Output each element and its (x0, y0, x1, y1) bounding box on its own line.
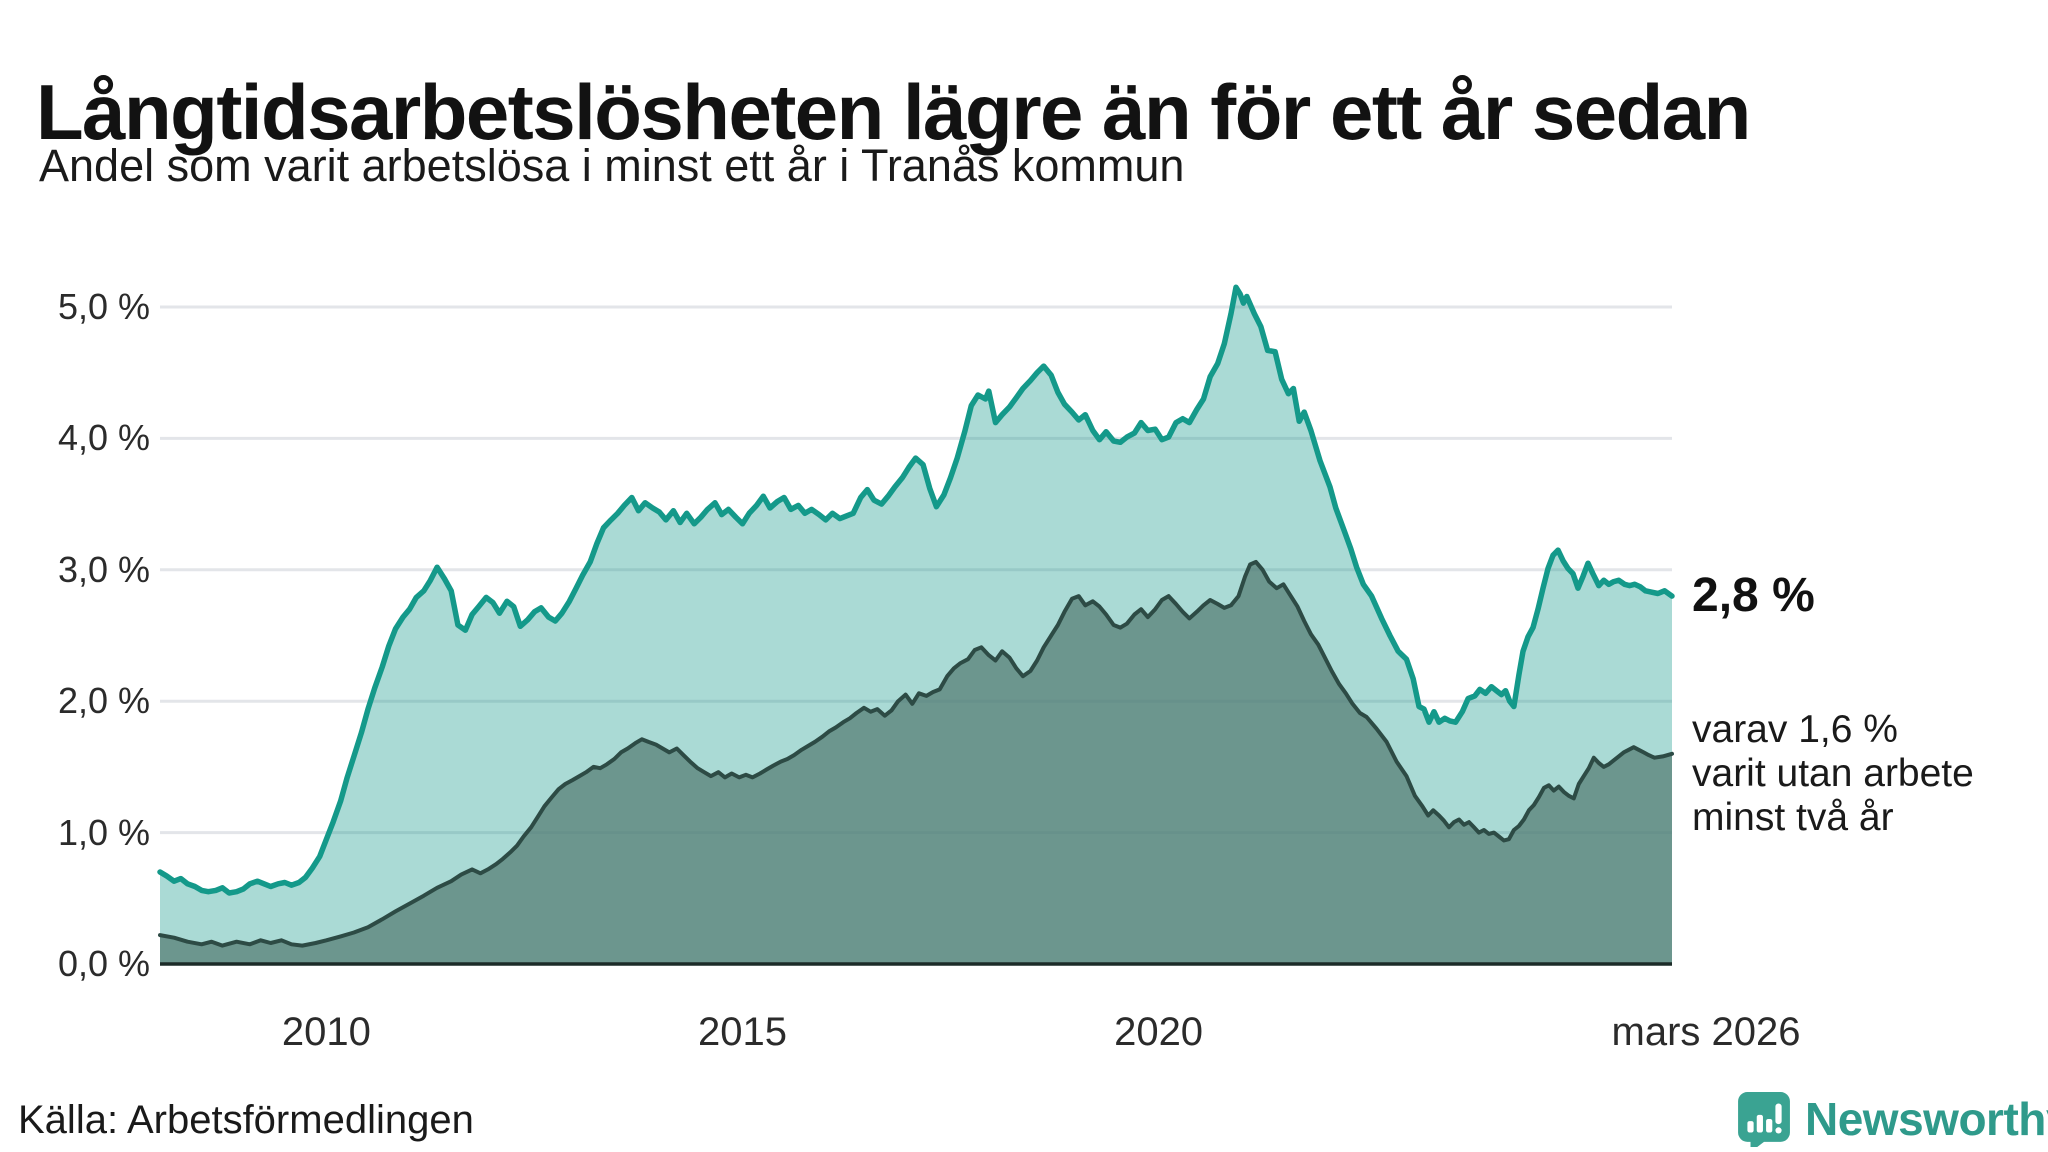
y-tick-label: 0,0 % (57, 943, 150, 984)
secondary-value-note: varav 1,6 % varit utan arbete minst två … (1692, 708, 1974, 839)
x-tick-label: 2010 (281, 1010, 371, 1054)
page-title: Långtidsarbetslösheten lägre än för ett … (36, 68, 1751, 157)
y-tick-label: 5,0 % (57, 286, 150, 327)
newsworthy-wordmark: Newsworthy (1805, 1093, 2048, 1145)
y-tick-label: 3,0 % (57, 548, 150, 590)
x-tick-label: mars 2026 (1611, 1010, 1801, 1054)
y-tick-label: 2,0 % (57, 680, 150, 722)
y-tick-label: 4,0 % (57, 417, 150, 459)
chart-subtitle: Andel som varit arbetslösa i minst ett å… (39, 140, 1185, 191)
x-tick-label: 2020 (1114, 1010, 1204, 1054)
newsworthy-logo-icon (1738, 1092, 1790, 1147)
line-min-two-years (158, 559, 1674, 948)
area-min-two-years (160, 561, 1672, 964)
line-min-one-year (157, 284, 1675, 896)
newsworthy-brand: Newsworthy (1737, 1090, 2048, 1148)
source-credit: Källa: Arbetsförmedlingen (18, 1098, 474, 1142)
x-tick-label: 2015 (697, 1010, 787, 1054)
latest-value-label: 2,8 % (1692, 569, 1815, 622)
y-tick-label: 1,0 % (57, 811, 150, 853)
